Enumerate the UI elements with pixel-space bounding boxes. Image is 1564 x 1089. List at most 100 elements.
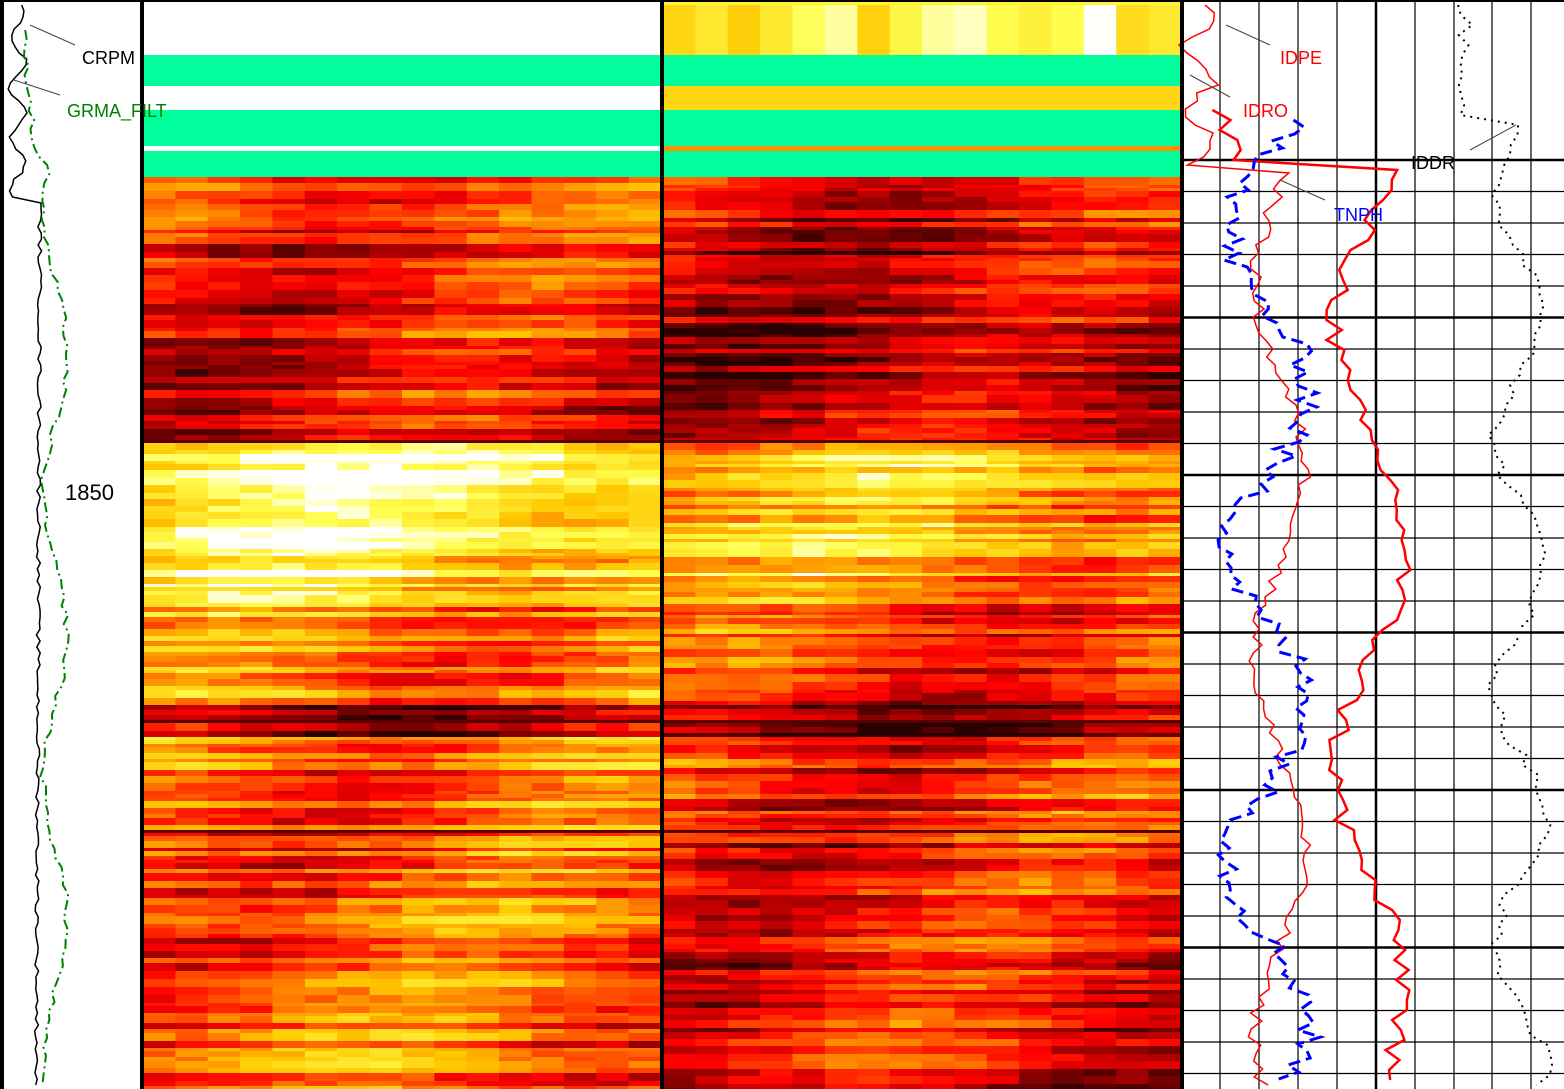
image-cell	[954, 357, 988, 363]
image-cell	[1019, 362, 1052, 367]
image-cell	[986, 230, 1020, 235]
image-cell	[986, 674, 1020, 683]
image-cell	[596, 1041, 630, 1049]
image-cell	[1116, 967, 1150, 971]
image-cell	[663, 765, 696, 769]
image-cell	[563, 1029, 597, 1034]
image-cell	[727, 418, 761, 425]
image-cell	[272, 656, 306, 663]
image-cell	[857, 294, 891, 301]
image-cell	[695, 921, 729, 930]
image-cell	[727, 629, 761, 635]
image-cell	[143, 499, 176, 507]
image-cell	[824, 255, 858, 259]
image-cell	[466, 556, 500, 560]
image-cell	[695, 177, 729, 186]
image-cell	[663, 799, 696, 808]
image-cell	[369, 1068, 403, 1074]
image-cell	[760, 727, 793, 734]
image-cell	[369, 542, 403, 550]
image-cell	[434, 971, 468, 980]
image-cell	[207, 1081, 241, 1087]
image-cell	[954, 248, 988, 252]
image-cell	[1051, 443, 1085, 451]
image-cell	[986, 970, 1020, 976]
image-cell	[434, 577, 468, 585]
image-cell	[922, 637, 955, 646]
image-cell	[760, 557, 793, 566]
image-cell	[563, 298, 597, 305]
image-cell	[402, 801, 435, 809]
image-cell	[1083, 5, 1117, 55]
image-cell	[760, 242, 793, 249]
image-cell	[628, 532, 662, 539]
image-cell	[466, 244, 500, 253]
image-cell	[304, 652, 338, 657]
image-cell	[272, 542, 306, 550]
image-cell	[922, 889, 955, 896]
image-cell	[143, 442, 176, 451]
image-cell	[857, 741, 891, 746]
image-cell	[563, 747, 597, 754]
image-cell	[1019, 822, 1052, 826]
image-cell	[1083, 455, 1117, 462]
image-cell	[1116, 753, 1150, 760]
image-cell	[954, 268, 988, 276]
image-cell	[1083, 505, 1117, 510]
image-cell	[986, 497, 1020, 502]
image-cell	[369, 905, 403, 914]
image-cell	[1051, 294, 1085, 301]
image-cell	[628, 584, 662, 588]
image-cell	[369, 320, 403, 329]
image-cell	[304, 1006, 338, 1014]
image-cell	[1019, 210, 1052, 219]
image-cell	[1019, 727, 1052, 734]
image-cell	[922, 865, 955, 872]
image-cell	[857, 227, 891, 231]
image-cell	[337, 1029, 371, 1034]
image-cell	[175, 895, 209, 899]
image-cell	[986, 705, 1020, 710]
image-cell	[207, 346, 241, 350]
image-cell	[1083, 745, 1117, 754]
image-gap-region	[663, 146, 1181, 151]
image-cell	[563, 607, 597, 613]
image-cell	[466, 262, 500, 269]
image-cell	[986, 889, 1020, 896]
image-cell	[304, 679, 338, 687]
image-cell	[304, 747, 338, 754]
image-cell	[531, 199, 565, 205]
image-cell	[143, 1013, 176, 1017]
image-cell	[434, 210, 468, 218]
image-cell	[986, 807, 1020, 812]
image-cell	[499, 506, 532, 513]
image-cell	[1019, 889, 1052, 896]
image-cell	[628, 1086, 662, 1089]
image-cell	[143, 715, 176, 724]
image-cell	[857, 300, 891, 308]
image-cell	[695, 629, 729, 635]
image-cell	[663, 908, 696, 916]
image-cell	[695, 455, 729, 462]
image-cell	[695, 753, 729, 760]
image-cell	[402, 591, 435, 596]
image-cell	[1051, 480, 1085, 489]
image-cell	[1148, 549, 1182, 558]
image-cell	[272, 398, 306, 407]
image-cell	[207, 898, 241, 906]
image-cell	[663, 261, 696, 269]
image-cell	[1051, 353, 1085, 358]
image-cell	[1083, 865, 1117, 872]
image-cell	[986, 218, 1020, 223]
image-cell	[143, 905, 176, 914]
image-cell	[857, 549, 891, 558]
image-cell	[272, 1041, 306, 1049]
image-cell	[889, 959, 923, 964]
image-cell	[369, 1081, 403, 1087]
image-cell	[889, 634, 923, 638]
image-cell	[531, 951, 565, 959]
image-cell	[695, 523, 729, 528]
image-cell	[175, 191, 209, 200]
image-cell	[922, 933, 955, 938]
image-cell	[824, 634, 858, 638]
